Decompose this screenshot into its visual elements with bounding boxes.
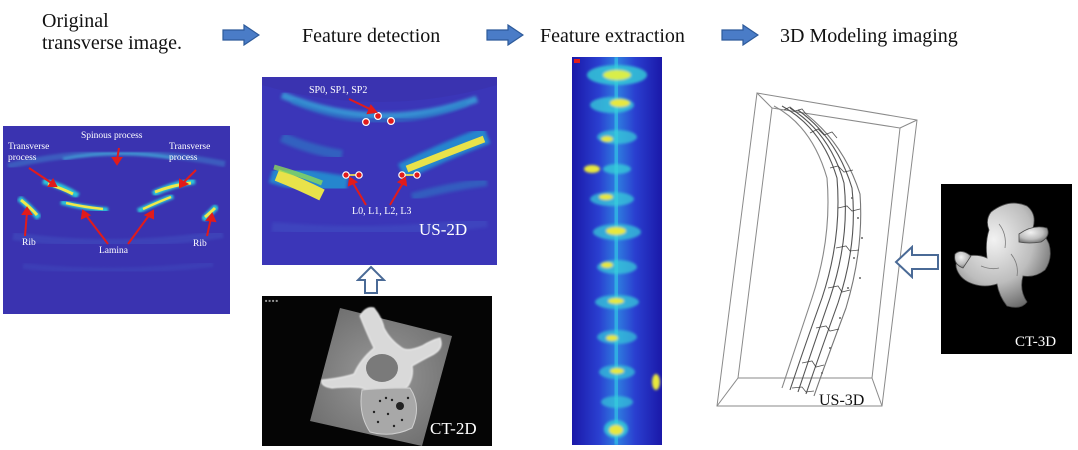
step-title-modeling: 3D Modeling imaging [780,25,958,47]
transverse-ultrasound-image: Spinous process Transverse process Trans… [3,126,230,314]
transverse-ultrasound-graphic [7,147,226,274]
label-transverse-process-right: Transverse process [169,142,210,164]
label-ct3d: CT-3D [1015,334,1057,350]
ct3d-graphic [954,202,1051,308]
us2d-graphic [262,85,497,265]
label-ct2d: CT-2D [430,419,477,438]
us2d-image: SP0, SP1, SP2 L0, L1, L2, L3 US-2D [262,77,497,265]
label-rib-left: Rib [22,238,36,248]
label-transverse-left-line1: Transverse [8,142,50,152]
ct3d-to-us3d-arrow [894,245,939,279]
svg-text:■ ■ ■ ■: ■ ■ ■ ■ [265,298,279,303]
label-transverse-process-left: Transverse process [8,142,49,164]
us3d-graphic [716,92,918,407]
label-rib-right: Rib [193,239,207,249]
flow-arrow-3 [721,24,759,46]
ct2d-image: ■ ■ ■ ■ CT-2D [262,296,492,446]
step-title-original-line2: transverse image. [42,32,182,54]
step-title-extraction: Feature extraction [540,25,685,47]
ct2d-to-us2d-arrow [356,265,386,294]
step-title-original-line1: Original [42,10,109,32]
label-lamina: Lamina [99,246,129,256]
flow-arrow-2 [486,24,524,46]
feature-extraction-image [572,57,662,445]
label-spinous-process: Spinous process [81,131,143,141]
label-us3d: US-3D [819,392,865,409]
label-l-points: L0, L1, L2, L3 [352,206,412,217]
ct3d-image: CT-3D [941,184,1072,354]
label-sp-points: SP0, SP1, SP2 [309,85,368,96]
step-title-detection: Feature detection [302,25,441,47]
label-transverse-right-line2: process [169,153,198,163]
label-transverse-right-line1: Transverse [169,142,211,152]
us3d-model-image: US-3D [712,88,927,410]
flow-arrow-1 [222,24,260,46]
ct2d-graphic: ■ ■ ■ ■ [265,298,452,446]
feature-extraction-graphic [572,57,662,445]
label-us2d: US-2D [419,220,468,239]
step-title-original: Original transverse image. [42,10,182,54]
label-transverse-left-line2: process [8,153,37,163]
